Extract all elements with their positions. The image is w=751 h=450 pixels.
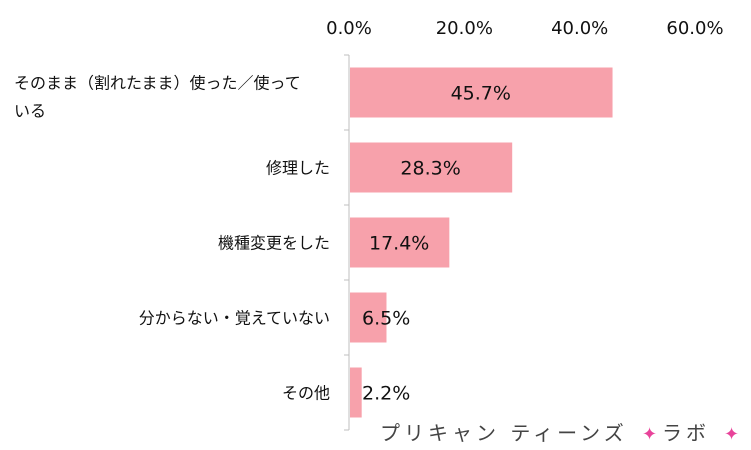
x-tick-label: 40.0% — [551, 18, 608, 39]
category-labels: そのまま（割れたまま）使った／使っている修理した機種変更をした分からない・覚えて… — [14, 74, 330, 403]
bar — [350, 367, 362, 418]
data-label: 28.3% — [400, 158, 460, 180]
bars — [350, 67, 613, 418]
x-axis-ticks: 0.0% 20.0% 40.0% 60.0% — [326, 18, 724, 431]
category-label: その他 — [282, 384, 330, 403]
watermark-logo: プリキャン ティーンズ ✦ ラボ ✦ — [380, 421, 739, 445]
x-tick-label: 20.0% — [436, 18, 493, 39]
x-tick-label: 0.0% — [326, 18, 372, 39]
bar — [350, 217, 450, 268]
watermark-text-b: ラボ — [662, 421, 710, 445]
data-labels: 45.7% 28.3% 17.4% 6.5% 2.2% — [362, 83, 511, 405]
bar — [350, 292, 387, 343]
data-label: 2.2% — [362, 383, 410, 405]
data-label: 6.5% — [362, 308, 410, 330]
star-icon: ✦ — [724, 424, 739, 444]
bar — [350, 142, 513, 193]
category-label: 分からない・覚えていない — [139, 309, 330, 328]
category-label: 修理した — [266, 159, 330, 178]
data-label: 17.4% — [369, 233, 429, 255]
category-label: そのまま（割れたまま）使った／使っている — [14, 74, 301, 121]
data-label: 45.7% — [451, 83, 511, 105]
x-tick-label: 60.0% — [666, 18, 723, 39]
bar — [350, 67, 613, 118]
star-icon: ✦ — [642, 424, 657, 444]
watermark-text-a: プリキャン ティーンズ — [380, 421, 628, 445]
category-label: 機種変更をした — [218, 234, 330, 253]
